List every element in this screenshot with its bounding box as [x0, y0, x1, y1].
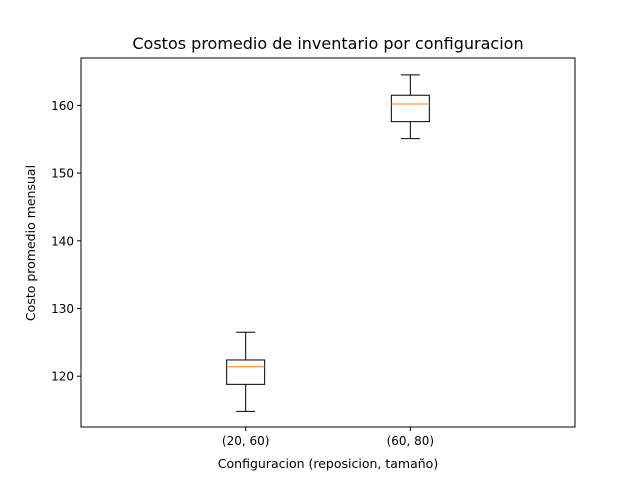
- y-tick-label: 140: [51, 234, 74, 248]
- axes-frame: [80, 57, 576, 428]
- iqr-box: [226, 359, 266, 385]
- y-tick-label: 150: [51, 167, 74, 181]
- x-tick-label: (20, 60): [222, 434, 270, 448]
- x-axis-label: Configuracion (reposicion, tamaño): [218, 456, 438, 471]
- x-axis-ticks: (20, 60) (60, 80): [222, 427, 434, 448]
- y-tick-label: 120: [51, 370, 74, 384]
- chart-title: Costos promedio de inventario por config…: [132, 34, 523, 53]
- box-group: [226, 331, 266, 412]
- iqr-box: [390, 94, 430, 123]
- box-group: [390, 74, 430, 140]
- y-axis-ticks: 120 130 140 150 160: [51, 99, 81, 384]
- x-tick-label: (60, 80): [387, 434, 435, 448]
- plot-area: [226, 74, 430, 412]
- y-tick-label: 160: [51, 99, 74, 113]
- y-axis-label: Costo promedio mensual: [23, 165, 38, 321]
- y-tick-label: 130: [51, 302, 74, 316]
